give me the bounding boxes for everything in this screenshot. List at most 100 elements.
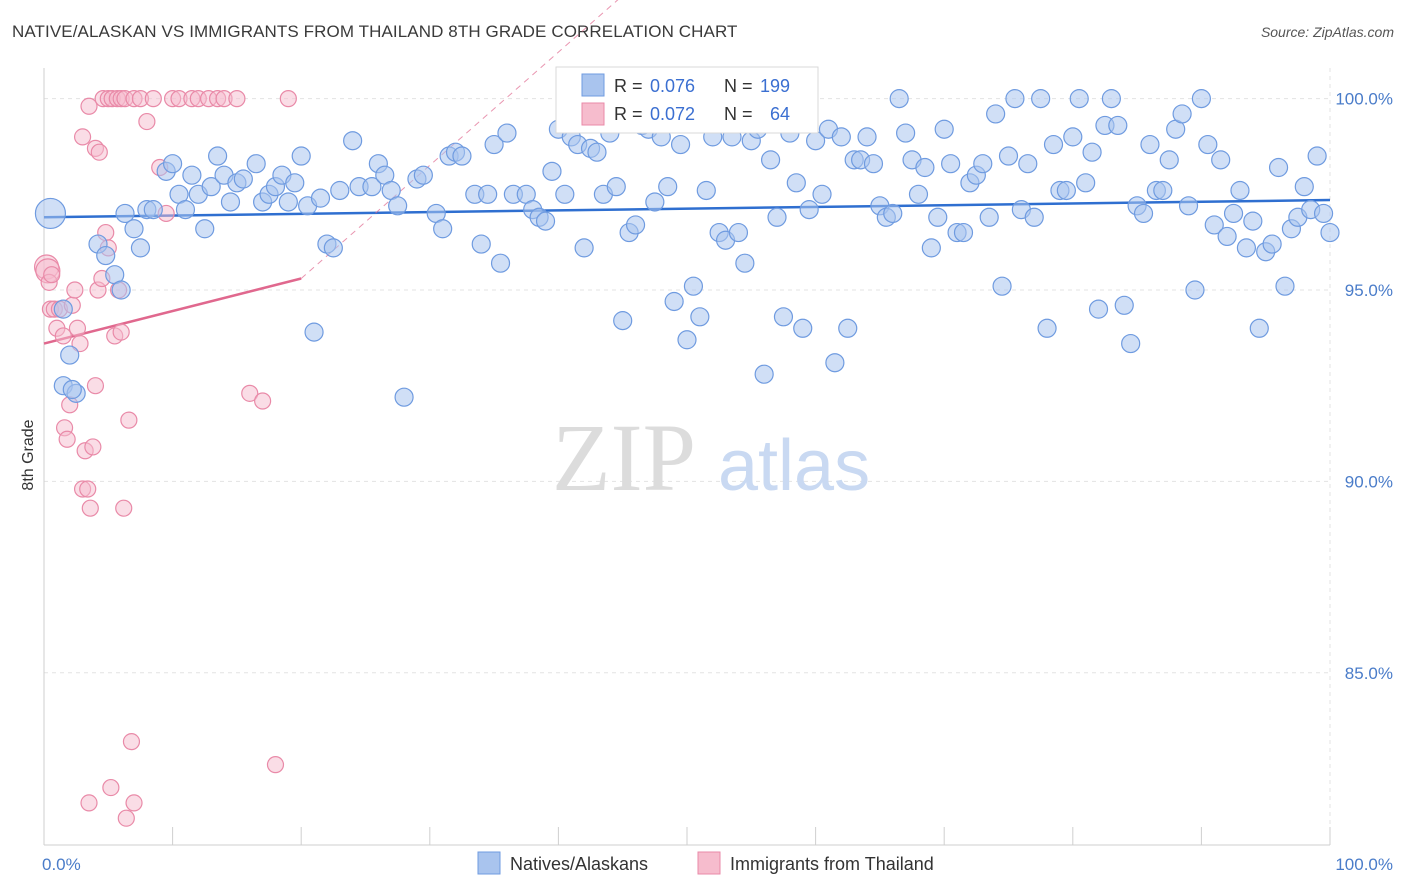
point-natives [690, 307, 710, 327]
point-natives [535, 211, 556, 231]
point-natives [143, 200, 163, 220]
point-natives [735, 253, 755, 273]
point-natives [1101, 89, 1121, 109]
point-natives [1262, 234, 1282, 254]
point-natives [1159, 150, 1179, 170]
point-natives [921, 238, 941, 258]
bottom-legend-label-natives: Natives/Alaskans [510, 854, 648, 874]
point-thailand [115, 499, 133, 517]
point-natives [754, 364, 774, 384]
axes [43, 68, 1331, 846]
point-natives [812, 184, 832, 204]
point-thailand [125, 794, 143, 812]
y-tick-label-0: 100.0% [1335, 90, 1393, 109]
point-natives [175, 200, 196, 220]
legend-n-value-natives: 199 [760, 76, 790, 96]
point-thailand [120, 411, 138, 429]
point-natives [986, 104, 1006, 124]
point-natives [208, 146, 228, 166]
point-natives [1178, 196, 1199, 216]
point-natives [394, 387, 414, 407]
point-natives [1275, 276, 1295, 296]
point-natives [953, 222, 974, 243]
point-natives [343, 131, 363, 151]
point-natives [825, 353, 845, 373]
point-natives [1140, 134, 1160, 155]
point-natives [767, 207, 787, 227]
point-natives [683, 276, 704, 296]
point-thailand [80, 794, 98, 812]
point-natives [1313, 203, 1334, 224]
point-thailand [81, 499, 99, 517]
point-natives [992, 276, 1012, 296]
point-natives [53, 299, 73, 319]
bottom-legend-label-thailand: Immigrants from Thailand [730, 854, 934, 874]
point-natives [664, 291, 684, 312]
point-natives [291, 146, 311, 166]
point-thailand [117, 809, 135, 827]
point-natives [1121, 333, 1141, 354]
point-natives [998, 146, 1019, 166]
point-thailand [71, 334, 89, 353]
point-natives [1211, 150, 1231, 170]
tick-labels: 100.0% 95.0% 90.0% 85.0% 0.0% 100.0% [42, 90, 1393, 874]
point-natives [96, 245, 116, 266]
point-natives [304, 322, 324, 342]
trend-line-natives [43, 198, 1331, 219]
point-natives [201, 177, 221, 197]
legend-n-label-thailand: N = [724, 104, 753, 124]
point-thailand [54, 327, 72, 345]
point-natives [62, 379, 82, 400]
legend-r-value-thailand: 0.072 [650, 104, 695, 124]
point-thailand [241, 384, 259, 402]
point-thailand [58, 430, 76, 448]
bottom-legend-swatch-thailand [697, 851, 721, 875]
point-thailand [102, 778, 120, 797]
legend-swatch-natives [581, 73, 605, 97]
point-natives [928, 207, 948, 227]
point-natives [883, 203, 903, 224]
point-natives [1108, 115, 1128, 136]
point-natives [728, 222, 749, 243]
point-natives [1217, 226, 1237, 247]
point-natives [310, 188, 331, 208]
point-natives [973, 154, 993, 174]
point-natives [1005, 89, 1025, 109]
trend-line-thailand [43, 277, 302, 345]
point-natives [285, 173, 305, 193]
point-natives [233, 169, 253, 189]
watermark-atlas: atlas [718, 426, 870, 506]
watermark-zip: ZIP [552, 404, 696, 511]
point-natives [1037, 318, 1057, 338]
chart-source: Source: ZipAtlas.com [1260, 24, 1394, 40]
point-natives [1031, 89, 1051, 109]
point-natives [60, 345, 80, 365]
point-natives [941, 154, 961, 174]
point-natives [452, 146, 472, 166]
point-natives [1243, 211, 1263, 231]
point-thailand [68, 319, 87, 337]
point-thailand [79, 480, 97, 498]
point-thailand [144, 90, 162, 108]
point-natives [111, 280, 131, 300]
point-natives [908, 184, 929, 204]
point-natives [555, 184, 575, 204]
point-natives [163, 154, 183, 174]
point-natives [484, 134, 504, 155]
point-natives [1153, 180, 1173, 201]
series-thailand-points [33, 90, 297, 827]
y-tick-label-1: 95.0% [1345, 281, 1393, 300]
point-natives [1076, 173, 1096, 193]
point-natives [1294, 177, 1314, 197]
point-natives [1185, 280, 1205, 300]
point-thailand [43, 266, 61, 284]
y-axis-title: 8th Grade [20, 419, 37, 490]
legend-r-label-thailand: R = [614, 104, 643, 124]
trend-lines [43, 0, 1331, 345]
watermark: ZIP atlas [552, 404, 870, 511]
point-natives [1204, 215, 1224, 235]
legend-swatch-thailand [581, 102, 605, 126]
point-natives [542, 161, 562, 181]
point-natives [1063, 127, 1083, 147]
